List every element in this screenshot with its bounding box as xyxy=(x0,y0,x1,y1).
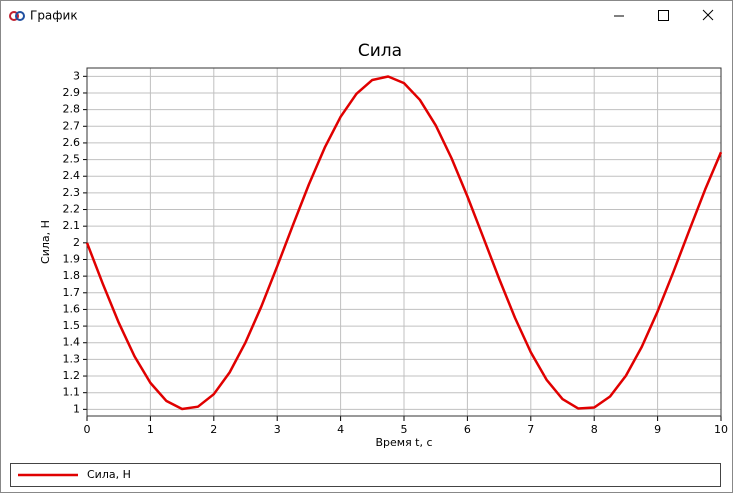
chart-title: Сила xyxy=(358,41,402,61)
y-tick-label: 1.9 xyxy=(63,252,81,265)
x-tick-label: 10 xyxy=(714,423,728,436)
x-tick-label: 7 xyxy=(527,423,534,436)
y-tick-label: 1.7 xyxy=(63,286,81,299)
y-axis-title: Сила, Н xyxy=(39,220,52,264)
x-tick-label: 6 xyxy=(464,423,471,436)
y-tick-label: 1.3 xyxy=(63,352,81,365)
y-tick-label: 2.4 xyxy=(63,169,81,182)
y-tick-label: 2.3 xyxy=(63,186,81,199)
y-tick-label: 1 xyxy=(73,402,80,415)
legend-box xyxy=(10,463,721,487)
window-icon xyxy=(9,11,25,21)
x-tick-label: 0 xyxy=(84,423,91,436)
y-tick-label: 1.6 xyxy=(63,302,81,315)
y-tick-label: 1.8 xyxy=(63,269,81,282)
x-axis-title: Время t, с xyxy=(375,436,432,449)
x-tick-label: 3 xyxy=(274,423,281,436)
x-tick-label: 1 xyxy=(147,423,154,436)
y-tick-label: 2 xyxy=(73,236,80,249)
y-tick-label: 1.1 xyxy=(63,386,81,399)
y-tick-label: 2.6 xyxy=(63,136,81,149)
y-tick-label: 1.2 xyxy=(63,369,81,382)
y-tick-label: 2.5 xyxy=(63,153,81,166)
maximize-button[interactable] xyxy=(658,10,669,21)
y-tick-label: 1.5 xyxy=(63,319,81,332)
legend-label: Сила, Н xyxy=(87,468,131,481)
x-tick-label: 9 xyxy=(654,423,661,436)
data-line xyxy=(85,75,723,411)
y-tick-label: 3 xyxy=(73,69,80,82)
window-title: График xyxy=(30,9,78,23)
y-tick-label: 2.2 xyxy=(63,203,81,216)
y-tick-label: 2.8 xyxy=(63,103,81,116)
plot-area: 1 1.1 1.2 1.3 1.4 1.5 1.6 1.7 1.8 1.9 2 2.1 2.2 2.3 2.… xyxy=(63,67,728,436)
close-button[interactable] xyxy=(702,9,714,21)
x-tick-label: 2 xyxy=(210,423,217,436)
y-tick-label: 2.7 xyxy=(63,119,81,132)
x-tick-label: 8 xyxy=(591,423,598,436)
x-tick-label: 5 xyxy=(401,423,408,436)
y-tick-label: 1.4 xyxy=(63,336,81,349)
y-tick-label: 2.9 xyxy=(63,86,81,99)
y-tick-label: 2.1 xyxy=(63,219,81,232)
x-tick-label: 4 xyxy=(337,423,344,436)
plot-border xyxy=(86,67,722,417)
